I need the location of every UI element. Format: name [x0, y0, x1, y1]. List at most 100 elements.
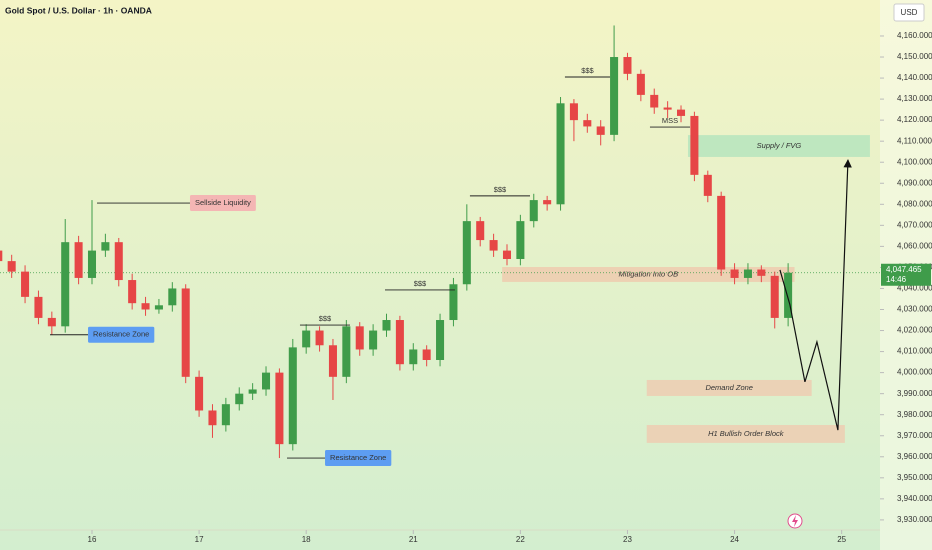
chart-title: Gold Spot / U.S. Dollar · 1h · OANDA [5, 5, 152, 15]
y-tick-label: 4,090.000 [897, 178, 932, 187]
candle-body [677, 109, 686, 116]
candle-body [61, 242, 70, 327]
level-label-box [189, 195, 256, 212]
y-tick-label: 4,110.000 [897, 136, 932, 145]
candle-body [154, 305, 163, 310]
candle-body [583, 120, 592, 127]
y-tick-label: 3,980.000 [897, 410, 932, 419]
candle-body [529, 200, 538, 222]
zone [687, 135, 870, 157]
x-tick-label: 21 [409, 535, 418, 544]
candle-body [275, 372, 284, 445]
level-label: Sellside Liquidity [195, 198, 251, 207]
candle-body [784, 272, 793, 318]
y-tick-label: 4,020.000 [897, 326, 932, 335]
candle-body [195, 376, 204, 411]
annotations: Sellside Liquidity Resistance Zone Resista… [50, 66, 691, 467]
candle-body [502, 250, 512, 260]
zone [646, 425, 845, 443]
x-tick-label: 18 [302, 535, 311, 544]
price-label: 4,047.465 [886, 265, 922, 274]
y-tick-label: 4,030.000 [897, 305, 932, 314]
x-tick-label: 24 [730, 535, 739, 544]
y-tick-label: 4,150.000 [897, 52, 932, 61]
candle-body [395, 320, 404, 365]
x-tick-label: 16 [88, 535, 97, 544]
zone-label: H1 Bullish Order Block [708, 429, 785, 438]
zone-label: Mitigation Into OB [619, 269, 679, 278]
zone-label: Supply / FVG [757, 141, 802, 150]
level-label: Resistance Zone [330, 453, 386, 462]
candle-body [369, 330, 378, 350]
y-tick-label: 4,040.000 [897, 284, 932, 293]
candle-body [288, 347, 297, 445]
y-tick-label: 4,060.000 [897, 241, 932, 250]
candle-body [34, 296, 43, 318]
candle-body [181, 288, 190, 377]
candle-body [717, 195, 726, 270]
lightning-icon[interactable] [787, 513, 803, 529]
y-tick-label: 3,930.000 [897, 515, 932, 524]
x-tick-label: 17 [195, 535, 204, 544]
candle-body [610, 57, 619, 135]
candle-body [21, 271, 30, 297]
currency: USD [901, 8, 918, 17]
candle-body [302, 330, 311, 348]
candle-body [168, 288, 177, 306]
candle-body [743, 269, 752, 278]
candle-body [422, 349, 431, 360]
y-tick-label: 4,120.000 [897, 115, 932, 124]
y-tick-label: 3,950.000 [897, 473, 932, 482]
candle-body [476, 221, 485, 241]
candle-body [663, 107, 672, 110]
candle-body [248, 389, 257, 394]
candle-body [101, 242, 110, 251]
candle-body [47, 317, 56, 327]
y-tick-label: 4,140.000 [897, 73, 932, 82]
projection-path [779, 159, 852, 431]
y-tick-label: 3,990.000 [897, 389, 932, 398]
candle-body [342, 326, 351, 377]
candle-body [315, 330, 324, 346]
candle-body [262, 372, 271, 390]
candles [0, 25, 793, 459]
candle-body [436, 320, 445, 360]
y-tick-label: 4,160.000 [897, 31, 932, 40]
y-tick-label: 4,130.000 [897, 94, 932, 103]
candle-body [141, 303, 150, 310]
zone [646, 379, 812, 396]
y-tick-label: 4,070.000 [897, 220, 932, 229]
candle-body [221, 404, 230, 426]
x-tick-label: 22 [516, 535, 525, 544]
candle-body [87, 250, 97, 278]
x-tick-label: 23 [623, 535, 632, 544]
level-label: Resistance Zone [93, 330, 149, 339]
candle-body [770, 275, 779, 318]
y-tick-label: 3,940.000 [897, 494, 932, 503]
candle-body [543, 200, 552, 205]
candle-body [114, 242, 123, 281]
currency-box[interactable] [893, 3, 925, 22]
candle-body [556, 103, 565, 205]
candle-body [623, 57, 632, 74]
y-tick-label: 3,960.000 [897, 452, 932, 461]
candle-body [596, 126, 605, 135]
candle-body [730, 269, 739, 278]
y-tick-label: 4,080.000 [897, 199, 932, 208]
candle-body [516, 221, 525, 260]
candle-body [650, 94, 659, 108]
level-label: $$$ [319, 314, 332, 323]
candle-body [703, 174, 712, 196]
y-tick-label: 3,970.000 [897, 431, 932, 440]
candle-body [235, 393, 244, 405]
candle-body [636, 73, 645, 95]
candle-body [382, 320, 391, 331]
candle-body [7, 261, 16, 272]
candle-body [409, 349, 418, 365]
candle-body [328, 345, 337, 377]
zone-label: Demand Zone [705, 383, 753, 392]
y-tick-label: 4,010.000 [897, 347, 932, 356]
candle-body [128, 280, 137, 304]
candle-body [462, 221, 471, 285]
